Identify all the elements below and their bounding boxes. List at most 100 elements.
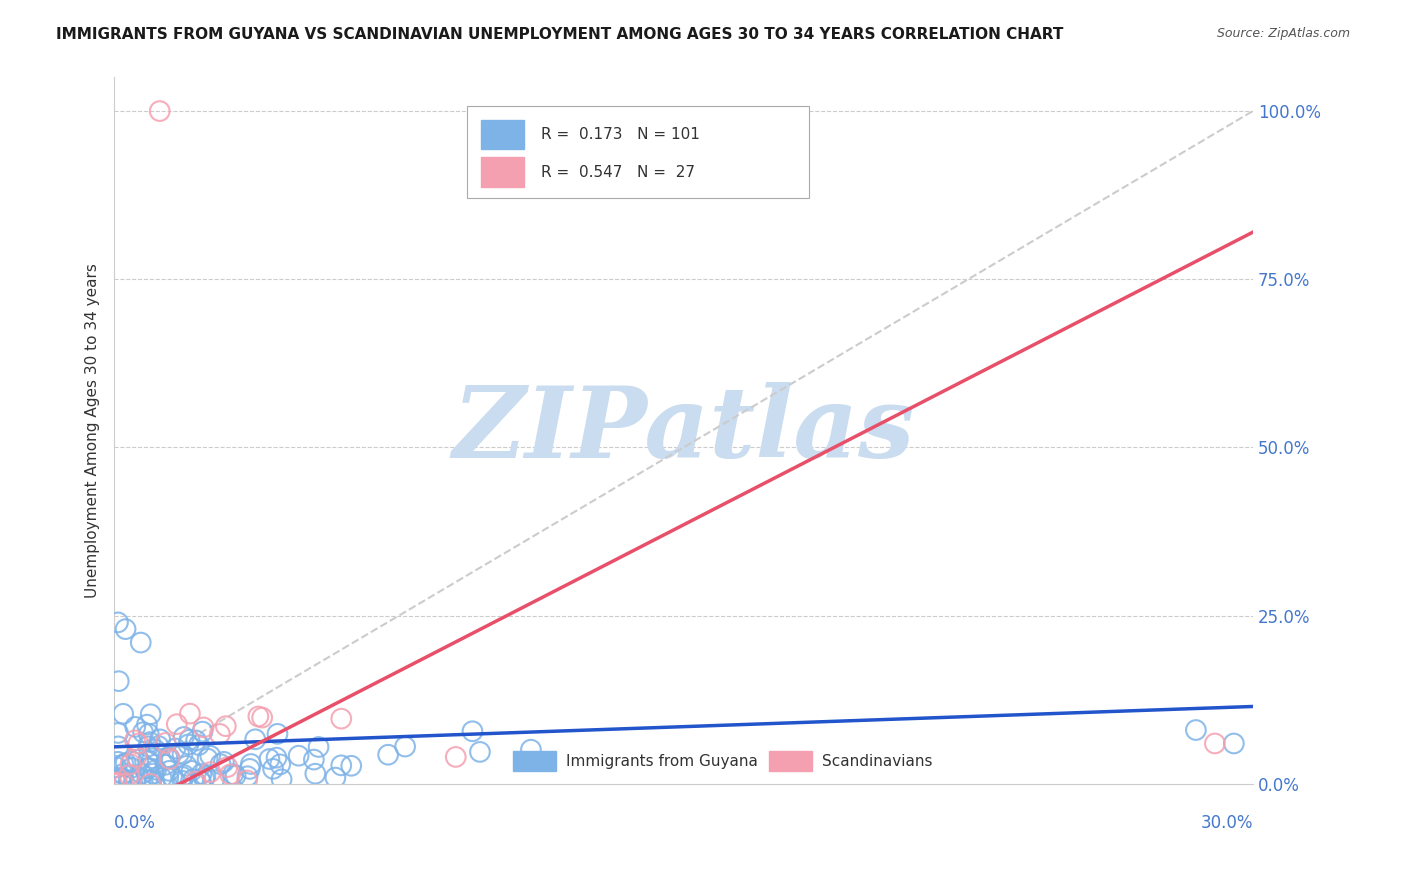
Point [468, 745, 491, 759]
Point [166, 717, 188, 731]
Point [287, 748, 309, 763]
FancyBboxPatch shape [481, 120, 524, 150]
Point [136, 754, 159, 768]
Text: 0.0%: 0.0% [114, 814, 156, 832]
Point [138, 727, 160, 741]
Point [165, 741, 187, 756]
Point [125, 749, 148, 764]
Point [167, 747, 190, 761]
Point [118, 773, 141, 788]
Point [156, 750, 179, 764]
Point [176, 759, 198, 773]
Point [1204, 736, 1226, 750]
Point [114, 756, 136, 770]
Point [141, 751, 163, 765]
Point [461, 724, 484, 739]
Point [112, 777, 135, 791]
Point [308, 739, 330, 754]
Point [259, 752, 281, 766]
Point [202, 773, 225, 788]
Point [155, 736, 177, 750]
Point [107, 726, 129, 740]
Point [172, 773, 194, 788]
Point [105, 760, 128, 774]
Point [245, 732, 267, 747]
Point [136, 773, 159, 788]
Point [148, 739, 170, 753]
Point [124, 733, 146, 747]
Text: 30.0%: 30.0% [1201, 814, 1253, 832]
Text: R =  0.173   N = 101: R = 0.173 N = 101 [541, 128, 700, 142]
Point [269, 757, 291, 772]
Point [136, 739, 159, 754]
Text: Source: ZipAtlas.com: Source: ZipAtlas.com [1216, 27, 1350, 40]
Point [114, 622, 136, 636]
Point [157, 764, 180, 778]
Point [105, 777, 128, 791]
Point [190, 767, 212, 781]
FancyBboxPatch shape [513, 751, 555, 771]
Text: R =  0.547   N =  27: R = 0.547 N = 27 [541, 165, 695, 179]
Point [179, 732, 201, 747]
Point [304, 766, 326, 780]
Point [184, 733, 207, 747]
Point [340, 759, 363, 773]
Point [136, 761, 159, 775]
Point [209, 757, 232, 772]
Point [172, 747, 194, 762]
Point [266, 727, 288, 741]
Point [107, 739, 129, 754]
Point [377, 747, 399, 762]
Point [191, 724, 214, 739]
Point [247, 709, 270, 723]
Point [325, 771, 347, 785]
Point [118, 768, 141, 782]
Point [173, 730, 195, 744]
Point [394, 739, 416, 754]
Point [159, 751, 181, 765]
Point [208, 727, 231, 741]
Point [143, 742, 166, 756]
FancyBboxPatch shape [467, 105, 808, 197]
Point [225, 768, 247, 782]
Point [149, 104, 172, 119]
Point [160, 769, 183, 783]
Point [1185, 723, 1208, 737]
Point [330, 758, 353, 772]
Point [139, 707, 162, 722]
Point [193, 720, 215, 734]
Text: Immigrants from Guyana: Immigrants from Guyana [567, 754, 758, 769]
Point [124, 775, 146, 789]
FancyBboxPatch shape [769, 751, 813, 771]
Point [250, 710, 273, 724]
Point [127, 752, 149, 766]
Point [105, 775, 128, 789]
Point [127, 736, 149, 750]
Point [157, 771, 180, 785]
Point [215, 719, 238, 733]
Text: Scandinavians: Scandinavians [823, 754, 934, 769]
Point [520, 742, 543, 756]
Point [200, 748, 222, 763]
Point [197, 752, 219, 766]
Point [111, 767, 134, 781]
Point [219, 767, 242, 781]
Point [112, 706, 135, 721]
Point [107, 755, 129, 769]
Point [159, 752, 181, 766]
Point [222, 767, 245, 781]
Point [139, 777, 162, 791]
Point [129, 635, 152, 649]
Point [200, 765, 222, 780]
Point [239, 756, 262, 771]
Point [118, 773, 141, 788]
Point [136, 717, 159, 731]
Point [180, 764, 202, 778]
Point [236, 773, 259, 788]
Point [124, 720, 146, 734]
Point [217, 760, 239, 774]
Point [131, 766, 153, 780]
Point [149, 732, 172, 747]
Point [155, 757, 177, 772]
Point [184, 774, 207, 789]
